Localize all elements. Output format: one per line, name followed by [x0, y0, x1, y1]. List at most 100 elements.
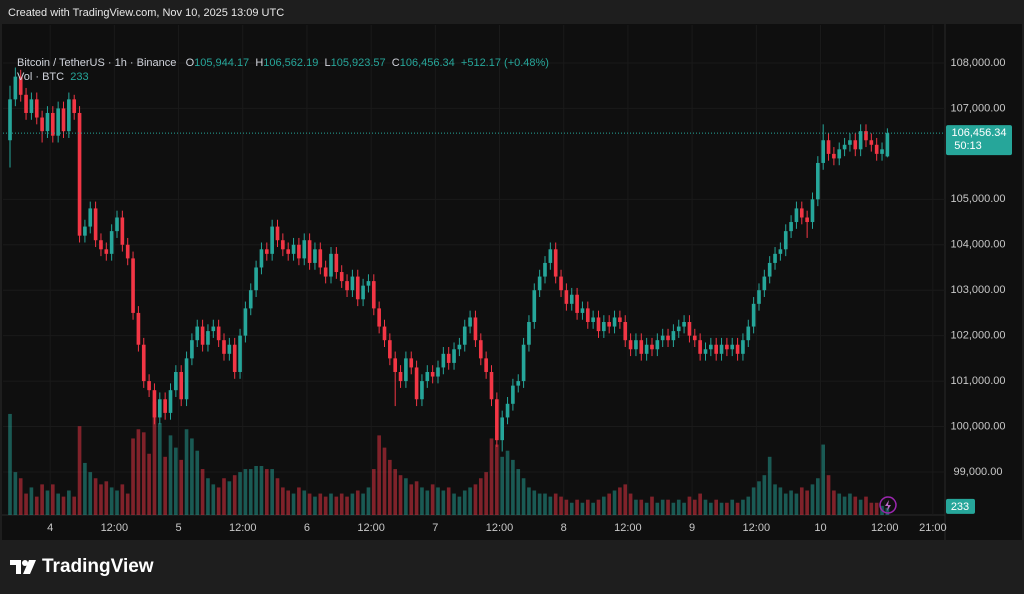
candle-body: [115, 217, 119, 232]
candle-body: [837, 149, 842, 159]
volume-bar: [660, 499, 665, 515]
volume-bar: [211, 484, 216, 515]
candle-body: [141, 344, 146, 382]
volume-bar: [671, 502, 676, 515]
volume-bar: [741, 499, 745, 515]
volume-bar: [869, 502, 874, 515]
chart: 99,000.00 100,000.00 101,000.00 102,000.00 1…: [2, 24, 1012, 540]
candle-body: [275, 226, 280, 241]
candle-body: [703, 349, 708, 354]
volume-bar: [446, 487, 451, 515]
volume-bar: [40, 484, 44, 515]
volume-bar: [307, 493, 312, 515]
volume-bar: [564, 499, 569, 515]
y-tick-label: 108,000.00: [950, 57, 1005, 69]
candle-body: [478, 340, 483, 359]
volume-bar: [655, 502, 660, 515]
volume-bar: [639, 499, 644, 515]
volume-bar: [569, 502, 574, 515]
volume-bar: [323, 496, 328, 515]
volume-bar: [361, 493, 365, 515]
candle-body: [441, 353, 446, 368]
candle-body: [794, 208, 799, 223]
volume-bar: [543, 493, 547, 515]
volume-bar: [420, 487, 424, 515]
candle-body: [388, 340, 392, 359]
candle-body: [313, 249, 317, 263]
brand-text: TradingView: [42, 556, 154, 577]
candle-body: [495, 399, 499, 441]
candle-body: [543, 262, 547, 277]
volume-bar: [115, 490, 119, 515]
candle-body: [462, 326, 467, 345]
candle-body: [355, 276, 360, 300]
volume-bar: [511, 459, 515, 515]
candle-body: [436, 367, 440, 377]
symbol: Bitcoin / TetherUS · 1h · Binance: [17, 57, 177, 69]
volume-bar: [254, 466, 258, 515]
candle-body: [564, 290, 569, 304]
volume-bar: [462, 490, 467, 515]
volume-bar: [409, 484, 414, 515]
volume-bar: [18, 478, 23, 515]
volume-bar: [61, 496, 66, 515]
volume-bar: [484, 472, 488, 515]
candle-body: [371, 281, 376, 309]
candle-body: [195, 326, 200, 341]
volume-bar: [650, 496, 654, 515]
candle-body: [821, 140, 826, 163]
candle-body: [767, 262, 772, 277]
volume-bar: [698, 493, 702, 515]
candle-body: [179, 371, 184, 400]
volume-bar: [559, 496, 563, 515]
price-label-box: [946, 125, 1012, 156]
candle-body: [644, 344, 649, 354]
candle-body: [104, 249, 109, 254]
volume-bar: [382, 447, 387, 515]
volume-bar: [853, 496, 858, 515]
volume-bar: [131, 438, 135, 515]
volume-bar: [585, 499, 590, 515]
volume-bar: [521, 478, 526, 515]
candle-body: [382, 326, 387, 341]
volume-bar: [398, 475, 403, 515]
volume-bar: [623, 484, 628, 515]
candle-body: [99, 240, 103, 250]
volume-bar: [238, 472, 242, 515]
candle-body: [56, 108, 60, 136]
volume-bar: [104, 481, 109, 515]
volume-bar: [83, 462, 87, 515]
volume-bar: [575, 499, 579, 515]
candle-body: [238, 335, 242, 372]
volume-bar: [34, 496, 39, 515]
candle-body: [762, 276, 767, 291]
volume-bar: [602, 496, 606, 515]
candle-body: [858, 131, 863, 150]
brand-logo: TradingView: [10, 556, 154, 578]
volume-bar: [612, 490, 617, 515]
volume-bar: [109, 487, 114, 515]
volume-bar: [334, 496, 339, 515]
candle-body: [623, 322, 628, 341]
volume-bar: [313, 496, 317, 515]
volume-bar: [746, 496, 751, 515]
candle-body: [628, 340, 633, 350]
y-tick-label: 101,000.00: [950, 375, 1005, 387]
volume-bar: [67, 490, 71, 515]
vol-label: Vol · BTC: [17, 71, 65, 83]
candle-body: [452, 349, 456, 363]
candle-body: [671, 331, 676, 341]
candle-body: [853, 140, 858, 150]
candle-body: [61, 108, 66, 132]
volume-bar: [618, 487, 622, 515]
volume-bar: [163, 456, 167, 515]
candle-body: [751, 303, 756, 327]
volume-bar: [227, 481, 232, 515]
volume-bar: [719, 502, 724, 515]
y-tick-label: 99,000.00: [954, 466, 1003, 478]
candle-body: [281, 240, 285, 250]
volume-bar: [232, 475, 237, 515]
volume-bar: [489, 438, 494, 515]
candle-body: [773, 253, 777, 263]
candle-body: [880, 149, 884, 154]
